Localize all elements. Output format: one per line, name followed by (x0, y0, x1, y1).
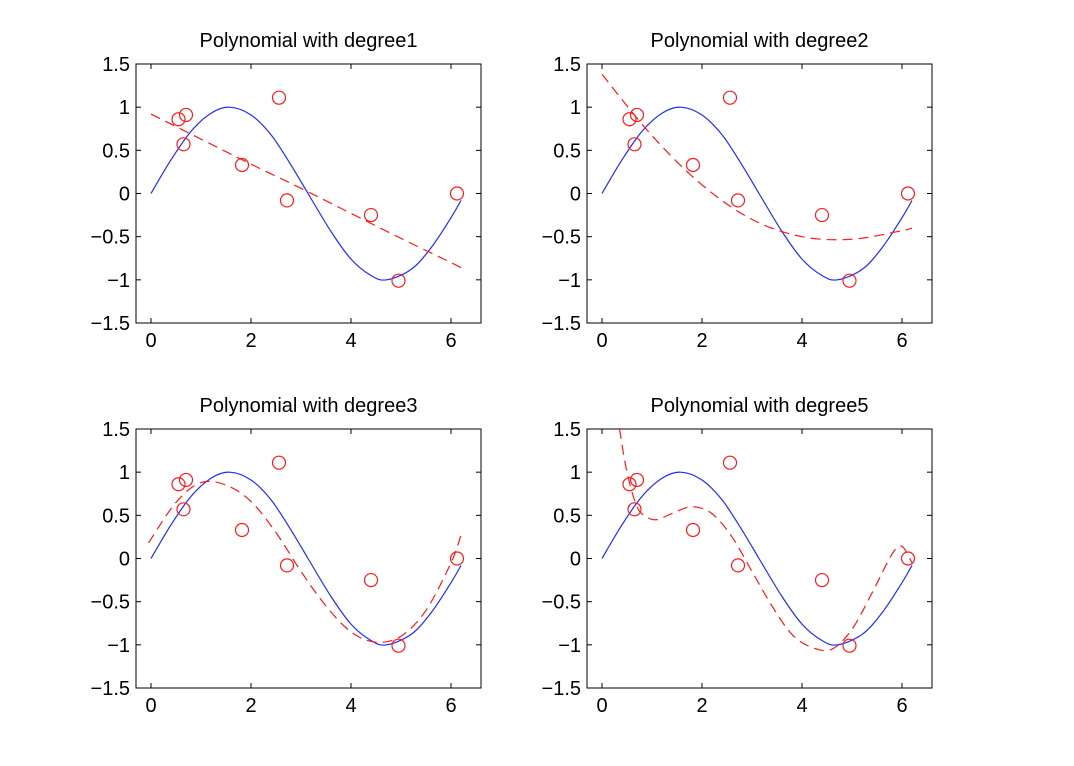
true-function-line (601, 106, 913, 281)
x-tick-label: 6 (896, 330, 907, 352)
y-tick-label: −0.5 (542, 227, 581, 249)
y-tick-label: 0.5 (553, 140, 581, 162)
x-tick-label: 0 (596, 330, 607, 352)
sample-point (685, 157, 701, 173)
sample-point (627, 502, 642, 517)
sample-point (900, 551, 916, 566)
x-tick-label: 2 (696, 695, 707, 717)
sample-point (449, 551, 465, 566)
chart-title: Polynomial with degree1 (200, 30, 418, 52)
sample-point (900, 186, 916, 201)
sample-point (449, 186, 465, 201)
y-tick-label: −0.5 (91, 227, 130, 249)
y-tick-label: 0 (570, 549, 581, 571)
y-tick-label: 0.5 (102, 505, 130, 527)
y-tick-label: 1.5 (553, 419, 581, 441)
x-tick-label: 2 (245, 330, 256, 352)
chart-panel-4: Polynomial with degree5 0 2 4 6 −1.5 −1 −0.5 0 0.… (542, 395, 933, 717)
y-tick-label: 0.5 (553, 505, 581, 527)
sample-point (814, 572, 830, 588)
y-tick-label: 0 (570, 184, 581, 206)
x-tick-label: 2 (696, 330, 707, 352)
sample-point (178, 472, 194, 488)
chart-title: Polynomial with degree2 (651, 30, 869, 52)
y-tick-label: 0.5 (102, 140, 130, 162)
x-tick-label: 4 (796, 695, 807, 717)
x-tick-label: 6 (445, 695, 456, 717)
x-tick-label: 6 (445, 330, 456, 352)
sample-point (391, 273, 406, 288)
chart-panel-2: Polynomial with degree2 0 2 4 6 −1.5 −1 −0.5 0 0.… (542, 30, 933, 352)
sample-point (722, 90, 738, 105)
y-tick-label: −1 (558, 270, 581, 292)
x-tick-label: 4 (345, 695, 356, 717)
y-tick-label: −1 (558, 635, 581, 657)
y-tick-label: 1.5 (102, 54, 130, 76)
sample-point (842, 273, 857, 288)
sample-point (363, 207, 379, 223)
true-function-line (150, 471, 462, 646)
y-tick-label: −0.5 (91, 592, 130, 614)
y-tick-label: −1.5 (542, 678, 581, 700)
sample-point (814, 207, 830, 223)
y-tick-label: −0.5 (542, 592, 581, 614)
sample-point (391, 638, 406, 653)
chart-title: Polynomial with degree3 (200, 395, 418, 417)
sample-point (176, 137, 191, 152)
sample-point (234, 522, 250, 538)
sample-point (178, 107, 194, 123)
chart-title: Polynomial with degree5 (651, 395, 869, 417)
sample-point (622, 477, 637, 492)
polynomial-fit-line (150, 113, 462, 269)
y-tick-label: 1 (570, 462, 581, 484)
sample-point (363, 572, 379, 588)
sample-point (279, 558, 295, 573)
polynomial-fit-line (601, 73, 913, 241)
sample-point (234, 157, 250, 173)
chart-panel-3: Polynomial with degree3 0 2 4 6 −1.5 −1 −0.5 0 0.… (91, 395, 482, 717)
true-function-line (601, 471, 913, 646)
x-tick-label: 6 (896, 695, 907, 717)
sample-point (279, 193, 295, 208)
sample-point (730, 558, 746, 573)
y-tick-label: −1.5 (91, 678, 130, 700)
sample-point (171, 477, 186, 492)
x-tick-label: 4 (796, 330, 807, 352)
x-tick-label: 2 (245, 695, 256, 717)
sample-point (629, 107, 645, 123)
sample-point (730, 193, 746, 208)
sample-point (271, 90, 287, 105)
polynomial-fit-line (148, 480, 462, 644)
sample-point (627, 137, 642, 152)
x-tick-label: 0 (145, 695, 156, 717)
sample-point (622, 112, 637, 127)
true-function-line (150, 106, 462, 281)
sample-point (629, 472, 645, 488)
y-tick-label: −1.5 (91, 313, 130, 335)
y-tick-label: 1.5 (102, 419, 130, 441)
y-tick-label: −1.5 (542, 313, 581, 335)
y-tick-label: 0 (119, 549, 130, 571)
sample-point (842, 638, 857, 653)
y-tick-label: 1 (119, 97, 130, 119)
y-tick-label: −1 (107, 270, 130, 292)
y-tick-label: 1 (570, 97, 581, 119)
y-tick-label: 1 (119, 462, 130, 484)
sample-point (171, 112, 186, 127)
sample-point (271, 455, 287, 470)
sample-point (722, 455, 738, 470)
sample-point (176, 502, 191, 517)
x-tick-label: 0 (145, 330, 156, 352)
y-tick-label: −1 (107, 635, 130, 657)
sample-point (685, 522, 701, 538)
y-tick-label: 0 (119, 184, 130, 206)
chart-panel-1: Polynomial with degree1 0 2 4 6 −1.5 −1 −0.5 0 0.… (91, 30, 482, 352)
y-tick-label: 1.5 (553, 54, 581, 76)
x-tick-label: 4 (345, 330, 356, 352)
x-tick-label: 0 (596, 695, 607, 717)
polynomial-fit-line (618, 429, 913, 652)
